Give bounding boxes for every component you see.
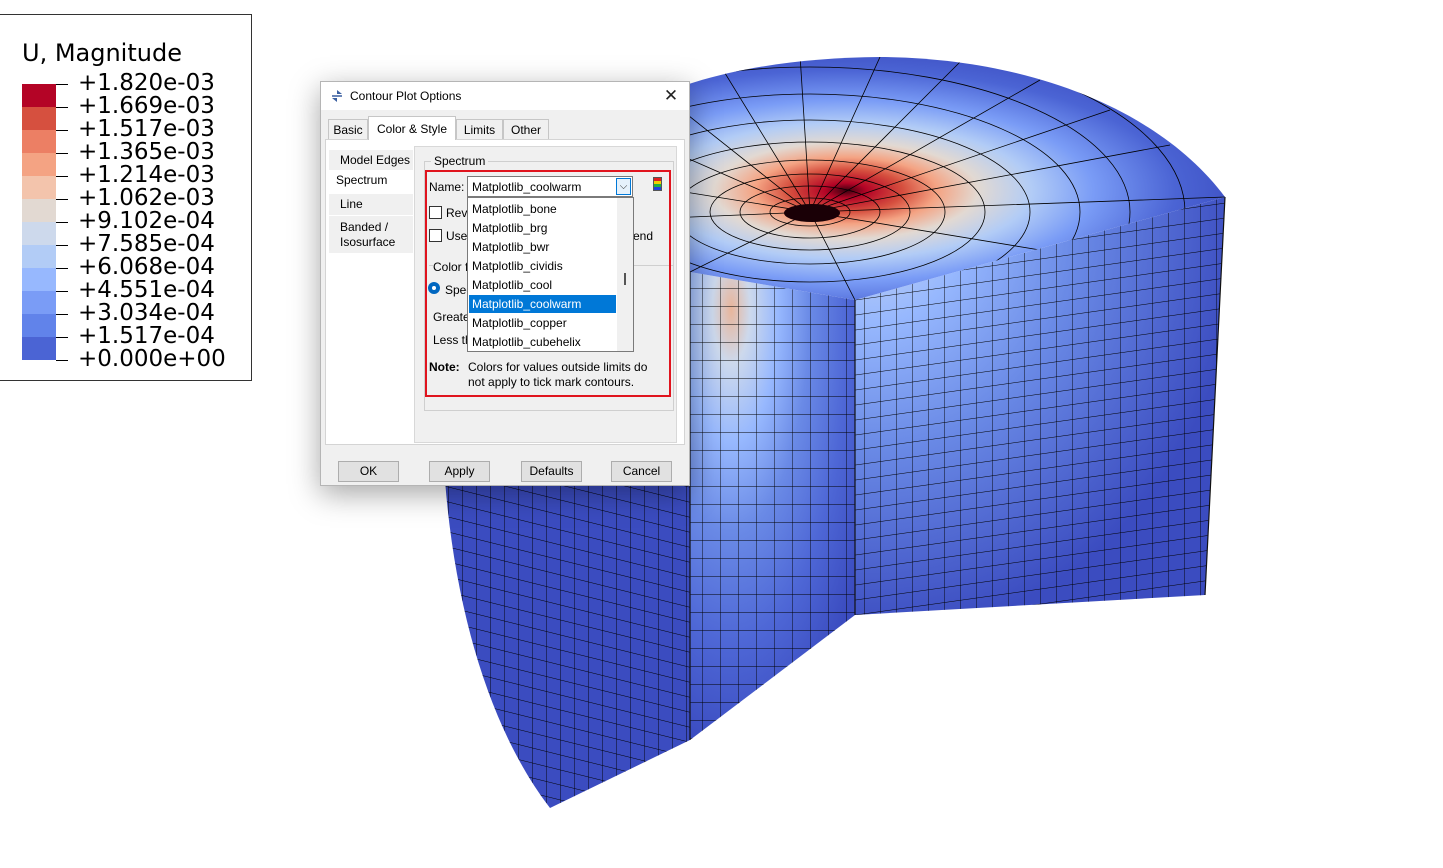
- side-tab-model-edges[interactable]: Model Edges: [329, 150, 413, 172]
- name-label: Name:: [429, 180, 465, 194]
- legend-tick: [56, 222, 68, 223]
- apply-button[interactable]: Apply: [429, 461, 490, 482]
- legend-value-label: +1.214e-03: [78, 162, 215, 188]
- note-text: Colors for values outside limits do not …: [468, 360, 648, 389]
- tab-color-style[interactable]: Color & Style: [368, 116, 456, 140]
- contour-plot-options-dialog: Contour Plot Options ✕ Basic Color & Sty…: [320, 81, 690, 486]
- legend-value-label: +3.034e-04: [78, 300, 215, 326]
- dropdown-item[interactable]: Matplotlib_cividis: [472, 259, 563, 273]
- ok-button[interactable]: OK: [338, 461, 399, 482]
- legend-swatch: [22, 314, 56, 337]
- legend-swatch: [22, 130, 56, 153]
- side-tab-spectrum[interactable]: Spectrum: [329, 170, 413, 194]
- legend-value-label: +7.585e-04: [78, 231, 215, 257]
- close-icon[interactable]: ✕: [663, 86, 679, 105]
- spectrum-radio-label: Spec: [445, 283, 473, 297]
- legend-value-label: +1.517e-03: [78, 116, 215, 142]
- dropdown-scrollbar[interactable]: [617, 198, 633, 351]
- reverse-checkbox[interactable]: [429, 206, 442, 219]
- spectrum-group-label: Spectrum: [431, 154, 489, 168]
- dropdown-item[interactable]: Matplotlib_coolwarm: [469, 295, 616, 313]
- legend-tick: [56, 314, 68, 315]
- legend-swatch: [22, 222, 56, 245]
- spectrum-dropdown-list[interactable]: Matplotlib_bone Matplotlib_brg Matplotlib_…: [467, 197, 634, 352]
- greater-than-label: Greate: [433, 310, 470, 324]
- dropdown-item[interactable]: Matplotlib_cubehelix: [472, 335, 581, 349]
- legend-value-label: +1.820e-03: [78, 70, 215, 96]
- legend-swatch: [22, 291, 56, 314]
- legend-value-label: +9.102e-04: [78, 208, 215, 234]
- legend-tick: [56, 130, 68, 131]
- legend-swatch: [22, 337, 56, 360]
- legend-swatch: [22, 245, 56, 268]
- note-label: Note:: [429, 360, 460, 374]
- legend-swatch: [22, 199, 56, 222]
- legend-value-label: +1.517e-04: [78, 323, 215, 349]
- legend-value-label: +1.062e-03: [78, 185, 215, 211]
- legend-tick: [56, 199, 68, 200]
- spectrum-name-value: Matplotlib_coolwarm: [472, 180, 582, 194]
- side-tab-banded-isosurface[interactable]: Banded / Isosurface: [329, 216, 413, 254]
- radio-dot: [432, 286, 436, 290]
- legend-swatch: [22, 153, 56, 176]
- color-for-label: Color f: [433, 260, 471, 274]
- legend-tick: [56, 360, 68, 361]
- legend-tick: [56, 268, 68, 269]
- legend-swatch: [22, 268, 56, 291]
- legend-swatch: [22, 176, 56, 199]
- tab-basic[interactable]: Basic: [328, 119, 368, 139]
- legend-value-label: +1.669e-03: [78, 93, 215, 119]
- legend-title: U, Magnitude: [22, 39, 182, 67]
- legend-tick: [56, 153, 68, 154]
- dialog-titlebar[interactable]: Contour Plot Options ✕: [321, 82, 689, 110]
- dropdown-item[interactable]: Matplotlib_bwr: [472, 240, 550, 254]
- use-checkbox-label: Use: [446, 229, 468, 243]
- dropdown-item[interactable]: Matplotlib_cool: [472, 278, 553, 292]
- legend-swatch: [22, 107, 56, 130]
- legend-value-label: +0.000e+00: [78, 346, 226, 372]
- legend-swatch: [22, 84, 56, 107]
- legend-tick: [56, 176, 68, 177]
- less-than-label: Less th: [433, 333, 472, 347]
- dropdown-item[interactable]: Matplotlib_copper: [472, 316, 567, 330]
- legend-tick: [56, 245, 68, 246]
- legend-value-label: +4.551e-04: [78, 277, 215, 303]
- abaqus-app-icon: [332, 90, 342, 102]
- top-surface: [560, 57, 1225, 300]
- dropdown-item[interactable]: Matplotlib_brg: [472, 221, 548, 235]
- scrollbar-thumb[interactable]: [624, 273, 626, 285]
- side-tab-line[interactable]: Line: [329, 194, 413, 216]
- contour-legend: U, Magnitude +1.820e-03 +1.669e-03 +1.517e…: [0, 14, 252, 381]
- legend-tick: [56, 291, 68, 292]
- tab-limits[interactable]: Limits: [456, 119, 503, 139]
- defaults-button[interactable]: Defaults: [521, 461, 582, 482]
- tab-other[interactable]: Other: [503, 119, 549, 139]
- legend-tick: [56, 337, 68, 338]
- legend-tick: [56, 107, 68, 108]
- chevron-down-icon[interactable]: ⌵: [616, 178, 631, 195]
- legend-tick: [56, 84, 68, 85]
- cancel-button[interactable]: Cancel: [611, 461, 672, 482]
- spectrum-name-combobox[interactable]: Matplotlib_coolwarm ⌵: [467, 176, 633, 197]
- spectrum-preview-icon[interactable]: [653, 177, 662, 191]
- dialog-title: Contour Plot Options: [350, 89, 462, 103]
- spectrum-radio[interactable]: [428, 282, 440, 294]
- dropdown-item[interactable]: Matplotlib_bone: [472, 202, 557, 216]
- legend-value-label: +6.068e-04: [78, 254, 215, 280]
- legend-value-label: +1.365e-03: [78, 139, 215, 165]
- spectrum-group: [424, 161, 674, 411]
- use-checkbox[interactable]: [429, 229, 442, 242]
- use-checkbox-label-end: end: [633, 229, 654, 243]
- legend-color-bar: [22, 84, 56, 360]
